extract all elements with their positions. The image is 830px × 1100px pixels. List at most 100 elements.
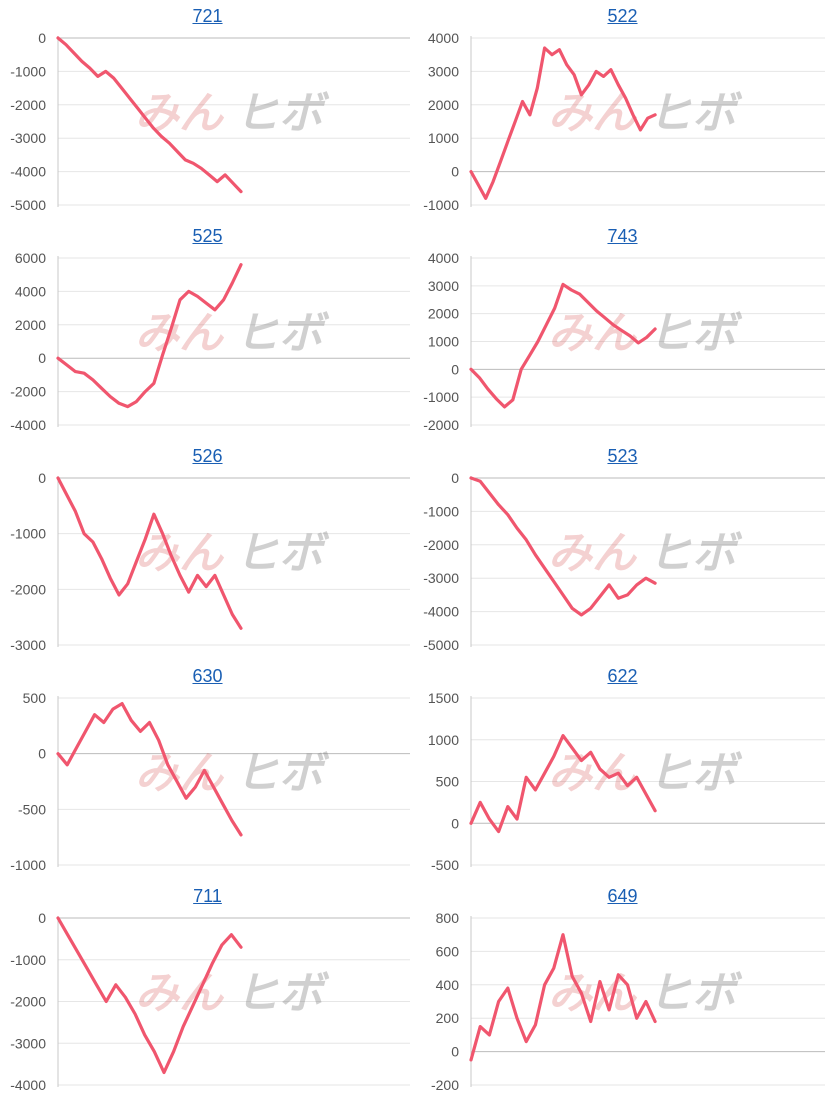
series-line — [469, 282, 657, 409]
chart-title-link[interactable]: 649 — [607, 886, 638, 906]
y-tick-label: -1000 — [10, 857, 46, 873]
y-tick-label: -2000 — [423, 417, 459, 433]
y-tick-label: -5000 — [423, 637, 459, 653]
chart-panel-1: 522 4000 3000 2000 1000 0 -1000 みん ヒボ — [415, 0, 830, 220]
line-chart: 4000 3000 2000 1000 0 -1000 みん ヒボ — [423, 30, 825, 213]
y-tick-label: -2000 — [10, 97, 46, 113]
y-tick-label: 3000 — [428, 278, 459, 294]
watermark-logo: ヒボ — [235, 89, 330, 138]
line-chart: 0 -1000 -2000 -3000 みん ヒボ — [10, 470, 410, 653]
y-tick-label: 4000 — [15, 283, 46, 299]
y-tick-label: 0 — [451, 815, 459, 831]
y-tick-label: -4000 — [10, 1077, 46, 1093]
y-tick-label: -1000 — [10, 63, 46, 79]
y-tick-label: 2000 — [15, 317, 46, 333]
y-tick-label: -1000 — [423, 503, 459, 519]
y-tick-label: 0 — [451, 470, 459, 486]
y-tick-label: -2000 — [10, 994, 46, 1010]
y-tick-label: -2000 — [423, 537, 459, 553]
watermark-logo: みん — [548, 309, 638, 358]
series-line — [469, 933, 657, 1062]
y-tick-label: 0 — [38, 30, 46, 46]
chart-title-link[interactable]: 526 — [192, 446, 223, 466]
series-line — [469, 733, 657, 834]
watermark-logo: ヒボ — [235, 309, 330, 358]
y-tick-label: -4000 — [10, 417, 46, 433]
watermark-logo: みん — [135, 89, 225, 138]
series-line — [56, 36, 243, 194]
watermark-logo: みん — [135, 309, 225, 358]
chart-title-link[interactable]: 630 — [192, 666, 223, 686]
line-chart: 4000 3000 2000 1000 0 -1000 -2000 みん ヒボ — [423, 250, 825, 433]
series-line — [469, 46, 657, 200]
chart-panel-4: 526 0 -1000 -2000 -3000 みん ヒボ — [0, 440, 415, 660]
y-tick-label: -1000 — [423, 197, 459, 213]
y-tick-label: 500 — [23, 690, 47, 706]
y-tick-label: 2000 — [428, 97, 459, 113]
y-tick-label: 2000 — [428, 306, 459, 322]
series-line — [56, 476, 243, 630]
y-tick-label: -3000 — [10, 130, 46, 146]
y-tick-label: -200 — [431, 1077, 459, 1093]
y-tick-label: -1000 — [423, 389, 459, 405]
y-tick-label: 0 — [451, 1044, 459, 1060]
y-tick-label: 0 — [38, 746, 46, 762]
watermark-logo: ヒボ — [648, 529, 743, 578]
chart-title-link[interactable]: 743 — [607, 226, 638, 246]
series-line — [56, 701, 243, 837]
y-tick-label: 800 — [436, 910, 460, 926]
watermark-logo: みん — [135, 529, 225, 578]
chart-title-link[interactable]: 525 — [192, 226, 223, 246]
watermark-logo: みん — [135, 749, 225, 798]
chart-title-link[interactable]: 711 — [193, 886, 222, 906]
watermark-logo: ヒボ — [235, 969, 330, 1018]
y-tick-label: -1000 — [10, 526, 46, 542]
y-tick-label: -500 — [18, 801, 46, 817]
line-chart: 500 0 -500 -1000 みん ヒボ — [10, 690, 410, 873]
watermark-logo: みん — [548, 89, 638, 138]
y-tick-label: -3000 — [10, 1035, 46, 1051]
line-chart: 0 -1000 -2000 -3000 -4000 -5000 みん ヒボ — [423, 470, 825, 653]
y-tick-label: 4000 — [428, 30, 459, 46]
y-tick-label: 0 — [451, 164, 459, 180]
y-tick-label: 1000 — [428, 732, 459, 748]
y-tick-label: -4000 — [10, 164, 46, 180]
y-tick-label: 3000 — [428, 63, 459, 79]
watermark-logo: ヒボ — [235, 749, 330, 798]
y-tick-label: 0 — [38, 910, 46, 926]
y-tick-label: 600 — [436, 943, 460, 959]
chart-panel-2: 525 6000 4000 2000 0 -2000 -4000 みん ヒボ — [0, 220, 415, 440]
chart-panel-3: 743 4000 3000 2000 1000 0 -1000 -2000 みん ヒボ — [415, 220, 830, 440]
chart-panel-5: 523 0 -1000 -2000 -3000 -4000 -5000 みん ヒボ — [415, 440, 830, 660]
watermark-logo: ヒボ — [648, 969, 743, 1018]
chart-panel-6: 630 500 0 -500 -1000 みん ヒボ — [0, 660, 415, 880]
chart-title-link[interactable]: 721 — [192, 6, 223, 26]
y-tick-label: 400 — [436, 977, 460, 993]
y-tick-label: 500 — [436, 774, 460, 790]
y-tick-label: -3000 — [423, 570, 459, 586]
chart-panel-0: 721 0 -1000 -2000 -3000 -4000 -5000 みん ヒボ — [0, 0, 415, 220]
line-chart: 0 -1000 -2000 -3000 -4000 -5000 みん ヒボ — [10, 30, 410, 213]
series-line — [469, 476, 657, 617]
y-tick-label: 4000 — [428, 250, 459, 266]
y-tick-label: 1500 — [428, 690, 459, 706]
chart-title-link[interactable]: 523 — [607, 446, 638, 466]
y-tick-label: 0 — [38, 470, 46, 486]
watermark-logo: みん — [548, 529, 638, 578]
watermark-logo: ヒボ — [235, 529, 330, 578]
y-tick-label: -2000 — [10, 384, 46, 400]
chart-title-link[interactable]: 522 — [607, 6, 638, 26]
y-tick-label: -1000 — [10, 952, 46, 968]
chart-title-link[interactable]: 622 — [607, 666, 638, 686]
series-line — [56, 916, 243, 1075]
watermark-logo: ヒボ — [648, 309, 743, 358]
y-tick-label: 0 — [38, 350, 46, 366]
y-tick-label: 1000 — [428, 130, 459, 146]
y-tick-label: -5000 — [10, 197, 46, 213]
y-tick-label: 0 — [451, 361, 459, 377]
y-tick-label: -2000 — [10, 581, 46, 597]
y-tick-label: -500 — [431, 857, 459, 873]
line-chart: 6000 4000 2000 0 -2000 -4000 みん ヒボ — [10, 250, 410, 433]
line-chart: 0 -1000 -2000 -3000 -4000 みん ヒボ — [10, 910, 410, 1093]
